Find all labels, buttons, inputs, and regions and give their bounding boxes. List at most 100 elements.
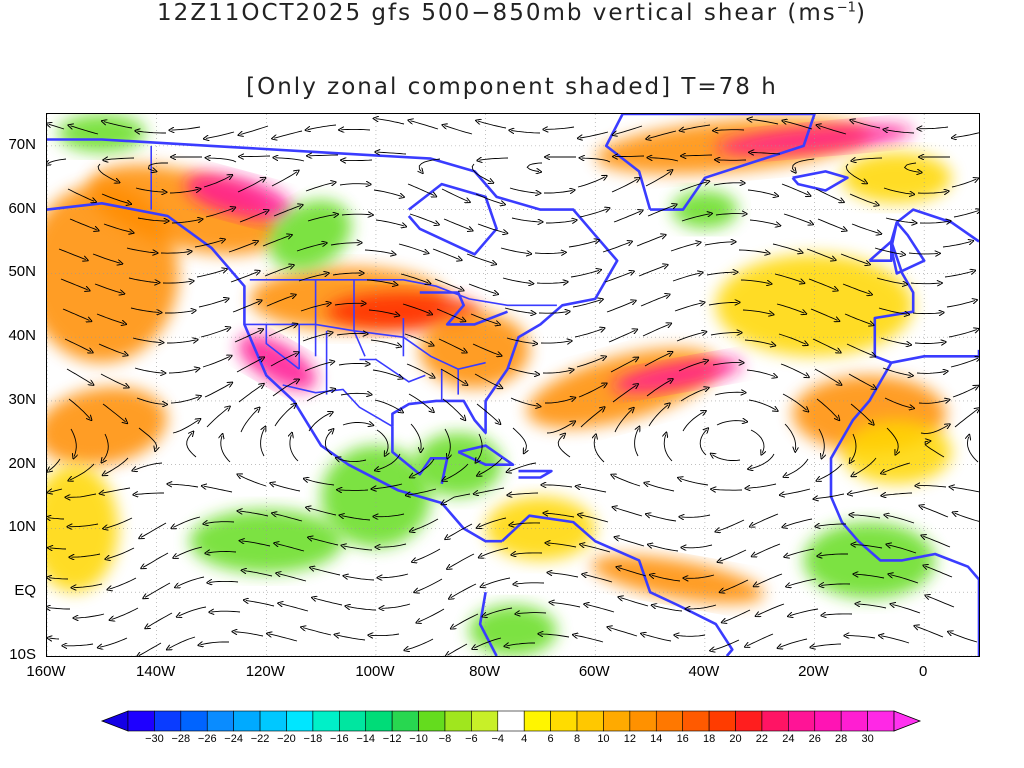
- streamline: [410, 423, 421, 450]
- streamline: [50, 548, 67, 549]
- colorbar-swatch: [761, 710, 789, 732]
- streamline: [314, 598, 343, 606]
- streamline: [109, 577, 137, 589]
- streamline: [786, 548, 815, 556]
- streamline: [540, 634, 570, 638]
- streamline: [682, 124, 711, 130]
- streamline: [713, 183, 743, 185]
- streamline: [704, 242, 734, 246]
- streamline: [203, 176, 231, 188]
- streamline: [366, 279, 395, 284]
- streamline: [790, 608, 819, 616]
- colorbar-swatch: [788, 710, 816, 732]
- streamline: [681, 214, 710, 222]
- streamline: [917, 192, 947, 194]
- streamline: [954, 409, 978, 428]
- streamline: [49, 124, 65, 130]
- streamline: [643, 634, 672, 642]
- streamline: [382, 603, 411, 608]
- streamline: [147, 612, 173, 627]
- streamline: [270, 353, 297, 367]
- colorbar-label: −20: [277, 733, 296, 745]
- streamline: [130, 307, 159, 312]
- streamline: [202, 357, 230, 368]
- streamline: [74, 583, 103, 588]
- colorbar-label: −22: [250, 733, 270, 745]
- streamline: [204, 486, 233, 493]
- streamline: [893, 605, 921, 614]
- lon-label: 40W: [688, 663, 720, 680]
- streamline: [481, 547, 509, 557]
- streamline: [724, 609, 751, 622]
- streamline: [742, 309, 772, 314]
- streamline: [568, 241, 597, 248]
- streamline: [370, 339, 399, 346]
- streamline: [447, 523, 473, 538]
- streamline: [275, 158, 305, 162]
- streamline: [740, 279, 770, 284]
- lat-label: 40N: [8, 327, 36, 345]
- streamline: [580, 408, 603, 428]
- streamline: [468, 283, 496, 294]
- streamline: [916, 627, 944, 638]
- streamline: [506, 337, 535, 344]
- colorbar-high-arrow: [893, 710, 922, 732]
- streamline: [942, 241, 971, 248]
- streamline: [806, 248, 834, 259]
- streamline: [104, 122, 133, 129]
- streamline: [443, 218, 471, 230]
- streamline: [240, 409, 258, 433]
- streamline: [64, 644, 94, 646]
- streamline: [126, 247, 155, 253]
- streamline: [580, 131, 609, 138]
- streamline: [50, 489, 63, 492]
- streamline: [440, 368, 466, 384]
- streamline: [613, 476, 641, 487]
- colorbar-swatch: [206, 710, 234, 732]
- streamline: [618, 568, 647, 577]
- streamline: [511, 217, 541, 222]
- streamline: [513, 553, 543, 555]
- streamline: [135, 493, 164, 495]
- colorbar-swatch: [233, 710, 261, 732]
- streamline: [274, 130, 303, 138]
- streamline: [402, 303, 430, 314]
- streamline: [953, 211, 979, 218]
- streamline: [615, 125, 643, 134]
- streamline: [336, 333, 366, 335]
- streamline: [584, 575, 613, 583]
- streamline: [720, 549, 747, 561]
- streamline: [234, 330, 261, 343]
- streamline: [674, 303, 703, 312]
- streamline: [784, 121, 813, 130]
- lat-lon-gridlines: [47, 114, 979, 656]
- streamline: [276, 544, 305, 552]
- streamline: [849, 193, 877, 205]
- streamline: [954, 132, 979, 138]
- streamline: [232, 301, 260, 313]
- streamline: [205, 522, 235, 524]
- streamline: [139, 642, 162, 656]
- colorbar-swatch: [259, 710, 287, 732]
- streamline: [546, 220, 575, 223]
- colorbar-label: −28: [171, 733, 191, 745]
- streamline: [682, 412, 704, 432]
- streamline: [264, 266, 292, 277]
- streamline: [102, 487, 131, 493]
- political-border: [265, 324, 300, 370]
- streamline: [842, 283, 870, 294]
- lon-label: 0: [919, 663, 928, 680]
- streamline: [374, 399, 401, 411]
- streamline: [103, 433, 109, 461]
- streamline: [716, 421, 745, 426]
- streamline: [848, 373, 874, 388]
- streamline: [290, 435, 299, 462]
- streamline: [546, 422, 573, 434]
- streamline: [186, 433, 197, 458]
- streamline: [442, 398, 464, 419]
- colorbar-swatch: [418, 710, 446, 732]
- streamline: [324, 431, 332, 456]
- streamline: [510, 397, 539, 406]
- streamline: [884, 397, 912, 408]
- colorbar-swatch: [629, 710, 657, 732]
